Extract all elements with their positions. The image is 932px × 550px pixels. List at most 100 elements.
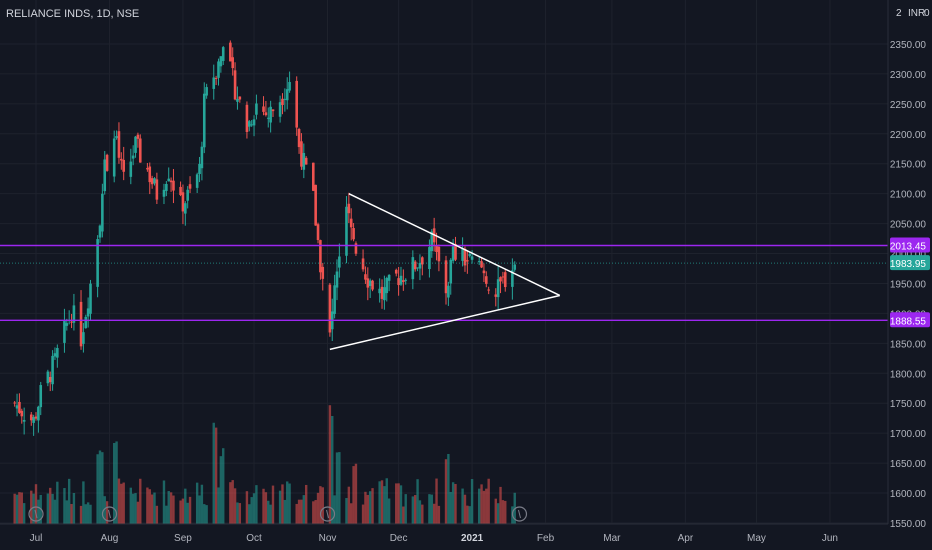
candle: [413, 261, 417, 270]
volume-bar: [20, 492, 23, 524]
candle: [212, 77, 216, 89]
volume-bar: [101, 452, 104, 524]
volume-bar: [430, 494, 433, 524]
x-tick-label: Nov: [319, 533, 337, 544]
candle: [184, 203, 187, 214]
candle: [172, 180, 175, 191]
volume-bar: [447, 453, 450, 524]
candle: [321, 266, 325, 279]
candle: [449, 259, 453, 284]
candle: [72, 305, 76, 323]
y-tick-label: 2000.00: [890, 250, 927, 261]
volume-bar: [49, 487, 52, 524]
candle: [20, 410, 24, 417]
volume-bar: [255, 485, 258, 524]
volume-bar: [264, 492, 268, 524]
volume-bar: [316, 492, 320, 524]
volume-bar: [395, 483, 398, 524]
volume-bar: [385, 478, 388, 524]
volume-bar: [428, 494, 431, 524]
candle: [333, 285, 336, 314]
candle: [252, 119, 256, 126]
candle: [454, 243, 457, 260]
volume-bar: [67, 478, 71, 524]
candle: [316, 224, 320, 241]
candle: [297, 129, 301, 148]
candle: [103, 159, 107, 192]
event-marker-glyph: [34, 509, 38, 519]
volume-bar: [34, 484, 38, 524]
candle: [466, 260, 469, 262]
candle: [179, 186, 182, 195]
candle: [304, 157, 308, 165]
event-marker: [511, 506, 528, 522]
volume-bar: [169, 492, 173, 524]
volume-bar: [499, 486, 502, 524]
candle: [335, 271, 339, 288]
level-label-support-bg: [890, 312, 930, 328]
volume-bar: [70, 504, 73, 524]
candle: [112, 138, 116, 177]
last-price-label-bg: [890, 255, 930, 271]
y-tick-label: 1650.00: [890, 459, 927, 470]
volume-bar: [319, 486, 322, 524]
candle: [233, 70, 237, 100]
candle: [487, 289, 490, 291]
currency-label: INR: [908, 8, 925, 19]
candle: [98, 225, 102, 238]
volume-bar: [288, 483, 291, 524]
volume-bar: [65, 500, 69, 524]
candle: [411, 257, 415, 280]
candle: [238, 96, 242, 100]
candle: [84, 316, 88, 329]
volume-bar: [167, 491, 170, 524]
volume-bar: [136, 501, 140, 524]
x-tick-label: Apr: [678, 533, 694, 544]
candle: [70, 321, 73, 323]
volume-bar: [345, 498, 348, 524]
volume-bar: [399, 485, 403, 524]
candle: [347, 203, 351, 214]
volume-bar: [328, 405, 332, 524]
volume-bar: [470, 479, 474, 524]
candle: [165, 183, 168, 191]
volume-bar: [238, 503, 242, 524]
candle: [48, 376, 52, 383]
volume-bar: [262, 488, 265, 524]
volume-bar: [72, 492, 76, 524]
candle: [138, 138, 142, 163]
volume-bar: [98, 450, 102, 524]
candle: [188, 184, 192, 189]
candle: [229, 42, 232, 62]
candle: [430, 231, 434, 252]
candle: [148, 166, 152, 183]
volume-bar: [463, 494, 467, 524]
event-marker-glyph: [517, 509, 521, 519]
candle: [56, 348, 59, 358]
volume-bar: [214, 427, 218, 524]
volume-bar: [198, 495, 201, 524]
volume-bar: [184, 488, 187, 524]
candle: [285, 89, 289, 101]
y-tick-label: 2200.00: [890, 130, 927, 141]
volume-bar: [203, 504, 206, 524]
candle: [150, 178, 154, 185]
x-tick-label: Aug: [101, 533, 119, 544]
candle: [338, 256, 341, 268]
candle: [480, 261, 483, 268]
volume-bar: [466, 505, 469, 524]
y-tick-label: 2350.00: [890, 40, 927, 51]
volume-bar: [105, 501, 109, 524]
candle: [248, 121, 251, 127]
candle: [402, 280, 405, 283]
volume-bar: [338, 452, 341, 524]
candle: [221, 47, 225, 61]
candle: [236, 98, 239, 102]
candle: [122, 159, 125, 172]
volume-bar: [188, 496, 192, 524]
volume-bar: [46, 493, 50, 524]
candle: [250, 124, 253, 126]
volume-bar: [122, 482, 125, 524]
volume-bar: [366, 494, 369, 524]
